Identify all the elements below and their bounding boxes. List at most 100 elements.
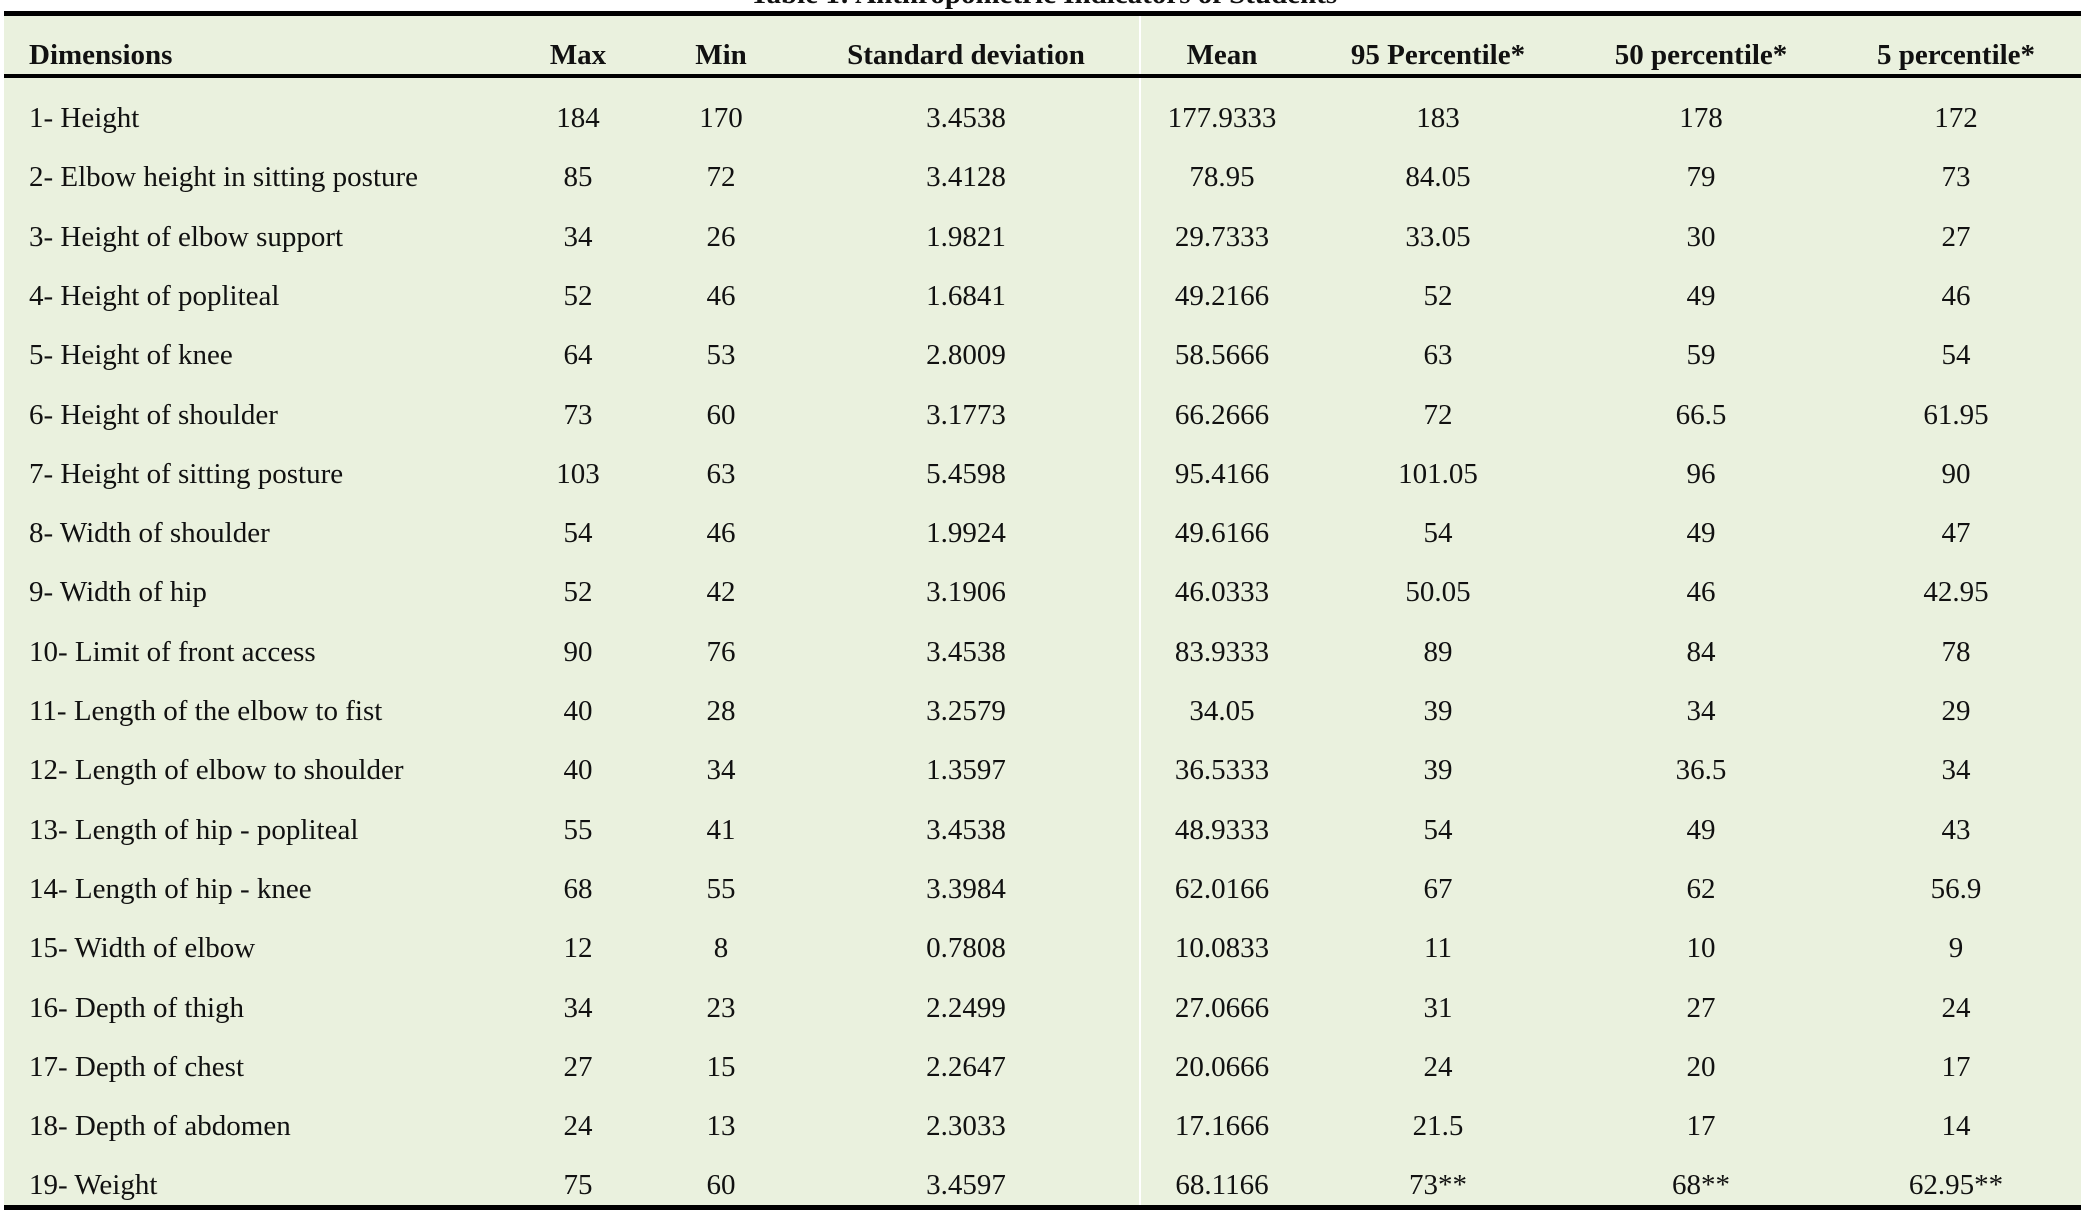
table-cell: 41 <box>706 813 736 846</box>
table-cell: 62.0166 <box>1174 872 1270 905</box>
row-label: 5- Height of knee <box>29 339 233 372</box>
table-cell: 73 <box>563 398 593 431</box>
table-cell: 5.4598 <box>926 457 1006 490</box>
table-cell: 90 <box>1941 457 1971 490</box>
table-cell: 1.3597 <box>926 754 1006 787</box>
table-cell: 36.5333 <box>1174 754 1270 787</box>
table-cell: 184 <box>556 102 600 134</box>
top-rule <box>4 11 2081 16</box>
table-cell: 42 <box>706 576 736 609</box>
row-label: 13- Length of hip - popliteal <box>29 813 359 846</box>
table-cell: 54 <box>563 517 593 550</box>
table-cell: 40 <box>563 695 593 727</box>
table-cell: 2.3033 <box>926 1110 1006 1143</box>
table-cell: 52 <box>563 576 593 609</box>
table-cell: 56.9 <box>1930 872 1982 905</box>
table-cell: 79 <box>1686 161 1716 194</box>
table-cell: 42.95 <box>1923 576 1989 609</box>
table-cell: 50.05 <box>1405 576 1471 609</box>
table-cell: 24 <box>1941 991 1971 1024</box>
row-label: 2- Elbow height in sitting posture <box>29 161 419 194</box>
table-cell: 27 <box>1941 220 1971 253</box>
table-cell: 90 <box>563 635 593 668</box>
table-cell: 67 <box>1423 872 1453 905</box>
table-cell: 12 <box>563 932 593 965</box>
table-cell: 83.9333 <box>1174 635 1270 668</box>
table-cell: 55 <box>706 872 736 905</box>
table-cell: 2.8009 <box>926 339 1006 372</box>
table-cell: 48.9333 <box>1174 813 1270 846</box>
row-label: 15- Width of elbow <box>29 932 256 965</box>
table-cell: 55 <box>563 813 593 846</box>
header-rule <box>4 74 2081 78</box>
column-divider <box>1139 16 1141 1208</box>
table-cell: 172 <box>1934 102 1978 134</box>
table-cell: 68 <box>563 872 593 905</box>
table-cell: 15 <box>706 1050 736 1083</box>
table-cell: 17 <box>1686 1110 1716 1143</box>
table-cell: 0.7808 <box>926 932 1006 965</box>
table-cell: 2.2499 <box>926 991 1006 1024</box>
table-cell: 1.9924 <box>926 517 1006 550</box>
table-cell: 49.6166 <box>1174 517 1270 550</box>
table-cell: 75 <box>563 1169 593 1202</box>
table-cell: 13 <box>706 1110 736 1143</box>
table-cell: 59 <box>1686 339 1716 372</box>
row-label: 19- Weight <box>29 1169 158 1202</box>
table-cell: 58.5666 <box>1174 339 1270 372</box>
table-cell: 3.1773 <box>926 398 1006 431</box>
table-cell: 34 <box>563 220 593 253</box>
table-cell: 64 <box>563 339 593 372</box>
table-cell: 73** <box>1409 1169 1467 1202</box>
table-cell: 40 <box>563 754 593 787</box>
row-label: 12- Length of elbow to shoulder <box>29 754 404 787</box>
table-cell: 3.4538 <box>926 813 1006 846</box>
row-label: 4- Height of popliteal <box>29 279 280 312</box>
table-cell: 27 <box>563 1050 593 1083</box>
table-cell: 60 <box>706 398 736 431</box>
table-cell: 73 <box>1941 161 1971 194</box>
table-cell: 27.0666 <box>1174 991 1270 1024</box>
table-cell: 60 <box>706 1169 736 1202</box>
table-cell: 63 <box>706 457 736 490</box>
table-cell: 24 <box>563 1110 593 1143</box>
table-cell: 85 <box>563 161 593 194</box>
row-label: 10- Limit of front access <box>29 635 316 668</box>
table-cell: 23 <box>706 991 736 1024</box>
row-label: 3- Height of elbow support <box>29 220 344 253</box>
table-cell: 46 <box>1686 576 1716 609</box>
row-label: 1- Height <box>29 102 140 134</box>
table-cell: 1.9821 <box>926 220 1006 253</box>
column-header: 50 percentile* <box>1614 39 1788 71</box>
table-cell: 20 <box>1686 1050 1716 1083</box>
table-cell: 14 <box>1941 1110 1971 1143</box>
table-cell: 89 <box>1423 635 1453 668</box>
table-cell: 46 <box>706 517 736 550</box>
table-cell: 53 <box>706 339 736 372</box>
table-cell: 72 <box>706 161 736 194</box>
table-cell: 177.9333 <box>1167 102 1277 134</box>
table-cell: 84 <box>1686 635 1716 668</box>
column-header: Dimensions <box>29 39 173 71</box>
table-cell: 34 <box>563 991 593 1024</box>
table-cell: 96 <box>1686 457 1716 490</box>
table-cell: 24 <box>1423 1050 1453 1083</box>
table-cell: 36.5 <box>1675 754 1727 787</box>
table-cell: 26 <box>706 220 736 253</box>
table-cell: 54 <box>1423 813 1453 846</box>
table-cell: 78.95 <box>1189 161 1255 194</box>
table-cell: 9 <box>1948 932 1964 965</box>
table-cell: 49 <box>1686 813 1716 846</box>
column-header: Mean <box>1186 39 1258 71</box>
table-cell: 17 <box>1941 1050 1971 1083</box>
table-cell: 178 <box>1679 102 1723 134</box>
bottom-rule <box>4 1205 2081 1210</box>
row-label: 9- Width of hip <box>29 576 207 609</box>
table-cell: 3.1906 <box>926 576 1006 609</box>
column-header: Max <box>549 39 607 71</box>
table-cell: 84.05 <box>1405 161 1471 194</box>
table-cell: 28 <box>706 695 736 727</box>
table-cell: 68.1166 <box>1175 1169 1269 1202</box>
row-label: 8- Width of shoulder <box>29 517 270 550</box>
table-cell: 3.3984 <box>926 872 1006 905</box>
